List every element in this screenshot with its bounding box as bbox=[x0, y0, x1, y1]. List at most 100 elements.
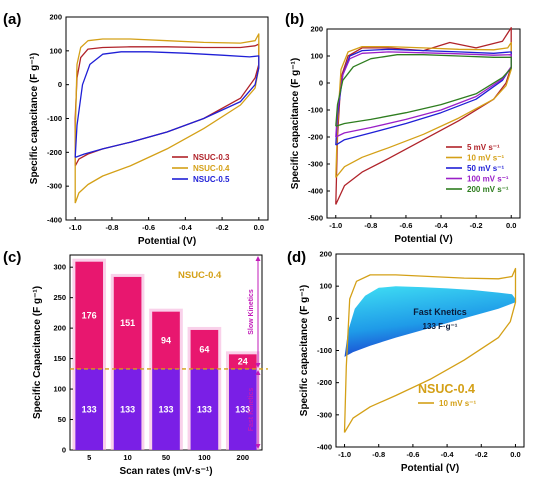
y-axis-label: Specific Capacitance (F g⁻¹) bbox=[32, 286, 43, 419]
series-line-0 bbox=[335, 27, 512, 205]
bar-fast-3 bbox=[190, 368, 219, 450]
fast-kinetics-label: Fast Kinetics bbox=[248, 388, 255, 432]
x-tick-label: -0.8 bbox=[372, 450, 385, 459]
arrow-head bbox=[255, 369, 261, 375]
panel-d-letter: (d) bbox=[287, 249, 306, 266]
y-tick-label: 150 bbox=[53, 354, 66, 363]
bar-slow-value-0: 176 bbox=[82, 310, 97, 320]
bar-slow-0 bbox=[75, 261, 104, 369]
series-line-1 bbox=[74, 33, 260, 204]
y-tick-label: -300 bbox=[308, 160, 323, 169]
sample-annotation: NSUC-0.4 bbox=[418, 382, 475, 396]
fast-kinetics-region bbox=[344, 286, 516, 357]
bar-slow-value-4: 24 bbox=[238, 357, 248, 367]
x-axis-label: Potential (V) bbox=[138, 236, 196, 247]
series-line-3 bbox=[335, 51, 512, 138]
bar-slow-value-1: 151 bbox=[120, 318, 135, 328]
y-tick-label: 100 bbox=[310, 52, 323, 61]
fill-region-title: Fast Knetics bbox=[413, 307, 467, 317]
slow-kinetics-label: Slow Kinetics bbox=[248, 289, 255, 335]
sample-annotation: NSUC-0.4 bbox=[178, 270, 222, 281]
panel-b-letter: (b) bbox=[285, 11, 304, 28]
y-tick-label: 100 bbox=[319, 282, 332, 291]
x-tick-label: 200 bbox=[237, 453, 250, 462]
bar-fast-2 bbox=[152, 368, 180, 450]
y-axis-label: Specific capacitance (F g⁻¹) bbox=[299, 285, 310, 416]
x-tick-label: -0.2 bbox=[475, 450, 488, 459]
bar-slow-value-2: 94 bbox=[161, 335, 171, 345]
legend-label-1: 10 mV s⁻¹ bbox=[467, 154, 504, 163]
y-tick-label: 50 bbox=[58, 415, 66, 424]
arrow-head bbox=[255, 444, 261, 449]
y-axis-label: Specific capacitance (F g⁻¹) bbox=[29, 53, 40, 184]
x-axis-label: Potential (V) bbox=[401, 463, 459, 474]
x-tick-label: 0.0 bbox=[506, 221, 516, 230]
bar-fast-value-1: 133 bbox=[120, 404, 135, 414]
x-tick-label: -1.0 bbox=[329, 221, 342, 230]
panel-d-chart: -1.0 -0.8 -0.6 -0.4 -0.2 0.0 -400 -300 -200 -100 0… bbox=[299, 250, 525, 474]
bar-slow-value-3: 64 bbox=[199, 344, 209, 354]
x-tick-label: -0.8 bbox=[105, 223, 118, 232]
y-tick-label: -200 bbox=[317, 378, 332, 387]
arrow-head bbox=[255, 362, 261, 368]
x-tick-label: -0.8 bbox=[364, 221, 377, 230]
x-axis-label: Scan rates (mV·s⁻¹) bbox=[119, 466, 212, 477]
y-tick-label: 300 bbox=[53, 263, 66, 272]
legend-label-2: NSUC-0.5 bbox=[193, 175, 230, 184]
y-tick-label: 200 bbox=[319, 250, 332, 259]
panel-c-chart: 133 176 5 133 151 10 133 94 50 133 64 100 133 24 200 0 5… bbox=[32, 254, 268, 477]
x-tick-label: -0.4 bbox=[435, 221, 449, 230]
series-line-2 bbox=[335, 48, 512, 146]
panel-a-letter: (a) bbox=[3, 11, 21, 28]
y-tick-label: -100 bbox=[317, 346, 332, 355]
series-line-1 bbox=[335, 41, 512, 178]
x-tick-label: -1.0 bbox=[69, 223, 82, 232]
y-tick-label: 0 bbox=[319, 79, 323, 88]
y-tick-label: -200 bbox=[47, 148, 62, 157]
legend-label: 10 mV s⁻¹ bbox=[439, 399, 476, 408]
x-tick-label: -0.6 bbox=[142, 223, 155, 232]
y-tick-label: 0 bbox=[62, 446, 66, 455]
legend-label-3: 100 mV s⁻¹ bbox=[467, 175, 509, 184]
legend-label-4: 200 mV s⁻¹ bbox=[467, 185, 509, 194]
x-axis-label: Potential (V) bbox=[394, 234, 452, 245]
y-tick-label: 200 bbox=[310, 25, 323, 34]
x-tick-label: -1.0 bbox=[338, 450, 351, 459]
series-line-4 bbox=[335, 54, 512, 127]
x-tick-label: -0.4 bbox=[441, 450, 455, 459]
x-tick-label: -0.6 bbox=[399, 221, 412, 230]
bar-fast-0 bbox=[75, 368, 104, 450]
panel-b-chart: -1.0 -0.8 -0.6 -0.4 -0.2 0.0 -500 -400 -300 -200 -… bbox=[290, 25, 521, 245]
y-tick-label: 250 bbox=[53, 293, 66, 302]
x-tick-label: 50 bbox=[162, 453, 170, 462]
y-tick-label: 200 bbox=[53, 324, 66, 333]
x-tick-label: -0.2 bbox=[470, 221, 483, 230]
legend-label-1: NSUC-0.4 bbox=[193, 164, 230, 173]
x-tick-label: 0.0 bbox=[254, 223, 264, 232]
y-tick-label: 100 bbox=[53, 385, 66, 394]
bar-fast-value-2: 133 bbox=[158, 404, 173, 414]
y-tick-label: -500 bbox=[308, 214, 323, 223]
x-tick-label: -0.4 bbox=[179, 223, 193, 232]
series-line-0 bbox=[343, 267, 517, 433]
bar-slow-3 bbox=[190, 329, 219, 369]
legend-label-2: 50 mV s⁻¹ bbox=[467, 164, 504, 173]
bar-fast-value-3: 133 bbox=[197, 404, 212, 414]
y-tick-label: -300 bbox=[317, 410, 332, 419]
x-tick-label: 10 bbox=[123, 453, 131, 462]
bar-fast-4 bbox=[228, 368, 257, 450]
y-tick-label: 0 bbox=[328, 314, 332, 323]
bar-fast-value-0: 133 bbox=[82, 404, 97, 414]
bar-fast-value-4: 133 bbox=[235, 404, 250, 414]
y-tick-label: -100 bbox=[47, 114, 62, 123]
y-tick-label: -400 bbox=[47, 216, 62, 225]
legend-label-0: NSUC-0.3 bbox=[193, 153, 230, 162]
x-tick-label: 5 bbox=[87, 453, 91, 462]
x-tick-label: -0.6 bbox=[406, 450, 419, 459]
y-tick-label: 0 bbox=[58, 80, 62, 89]
plot-frame bbox=[335, 253, 525, 448]
x-tick-label: -0.2 bbox=[216, 223, 229, 232]
y-tick-label: 200 bbox=[49, 13, 62, 22]
y-tick-label: -200 bbox=[308, 133, 323, 142]
